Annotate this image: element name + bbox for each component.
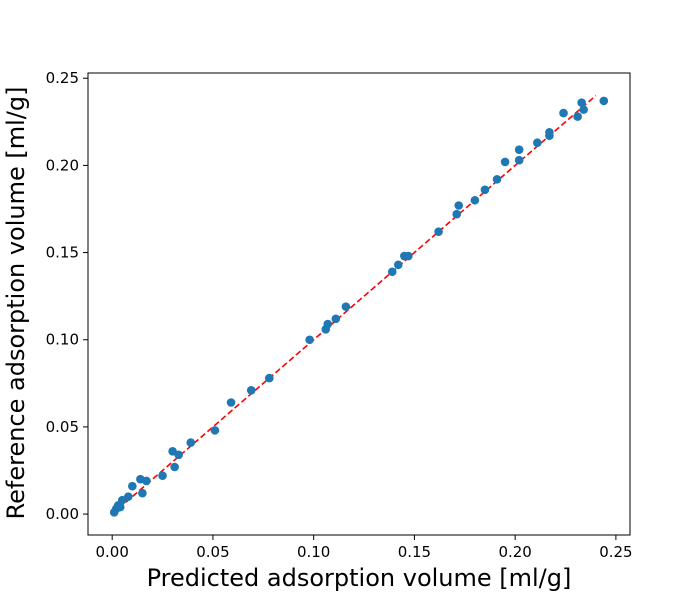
data-point [246,385,256,395]
data-point [500,157,510,167]
data-point [514,145,524,155]
data-point [265,373,274,383]
data-point [210,426,220,435]
data-point [138,488,147,498]
data-point [142,476,151,486]
data-point [434,227,443,236]
y-tick-label: 0.25 [46,69,79,87]
data-point [115,502,125,512]
reference-line [111,95,597,515]
data-point [128,481,137,491]
data-point [577,98,586,107]
data-point [599,96,609,106]
y-axis-label: Reference adsorption volume [ml/g] [2,87,30,520]
data-point [305,335,314,345]
data-point [579,105,588,114]
x-tick-label: 0.05 [196,543,229,561]
data-point [174,450,183,460]
y-tick-label: 0.20 [46,156,79,174]
data-point [514,155,524,165]
data-point [123,492,133,501]
x-tick-label: 0.15 [398,543,431,561]
reference-line-layer [111,95,597,515]
x-tick-label: 0.20 [498,543,531,561]
data-point [533,138,542,148]
y-tick-label: 0.00 [46,505,79,523]
data-point [559,108,568,118]
data-point [454,201,464,210]
data-point [387,267,397,277]
data-point [393,260,403,270]
data-point [492,175,502,184]
x-tick-label: 0.10 [297,543,330,561]
points-layer [109,96,609,517]
data-point [470,195,480,205]
x-tick-label: 0.00 [95,543,128,561]
data-point [452,209,462,219]
data-point [545,127,554,137]
data-point [170,462,179,472]
data-point [404,251,413,261]
x-tick-label: 0.25 [599,543,632,561]
data-point [226,398,236,407]
data-point [480,185,490,195]
y-tick-label: 0.05 [46,418,79,436]
data-point [158,471,167,481]
y-tick-label: 0.10 [46,331,79,349]
data-point [341,302,351,311]
data-point [331,314,341,324]
data-point [186,438,196,447]
plot-frame [87,72,631,536]
data-point [323,319,333,329]
y-tick-label: 0.15 [46,244,79,262]
data-point [573,112,582,121]
ticks-layer: 0.00 0.05 0.10 0.15 0.20 0.25 0.00 0.05 0.10 0.15… [46,69,633,561]
x-axis-label: Predicted adsorption volume [ml/g] [147,564,572,592]
